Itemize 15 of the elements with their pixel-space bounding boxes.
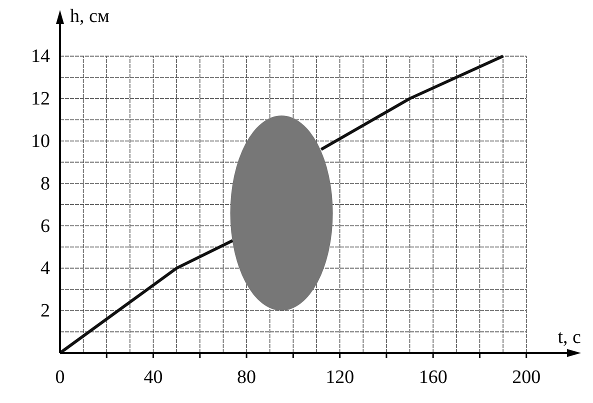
y-tick-label: 12 xyxy=(31,88,50,110)
y-tick-label: 2 xyxy=(40,300,50,322)
y-tick-label: 10 xyxy=(31,130,50,152)
y-tick-label: 6 xyxy=(40,216,50,237)
y-tick-label: 14 xyxy=(31,46,50,68)
y-tick-label: 4 xyxy=(40,258,50,280)
x-axis-title: t, с xyxy=(558,327,581,348)
x-tick-label: 160 xyxy=(418,367,448,388)
y-tick-label: 8 xyxy=(40,173,50,194)
y-axis-title: h, см xyxy=(70,6,110,27)
x-tick-label: 80 xyxy=(237,367,256,388)
x-tick-label: 120 xyxy=(326,367,354,388)
x-tick-label: 0 xyxy=(55,367,65,388)
x-tick-label: 200 xyxy=(512,367,541,388)
x-tick-label: 40 xyxy=(144,367,163,388)
